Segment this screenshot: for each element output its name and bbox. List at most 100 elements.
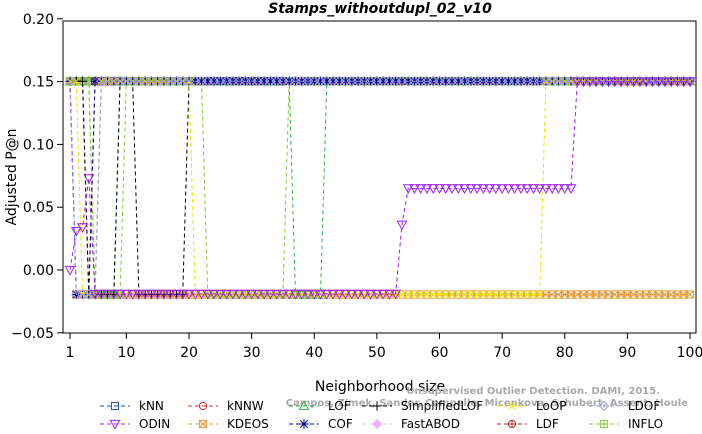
series-line-knnw	[70, 80, 690, 295]
point-odin	[358, 289, 370, 300]
y-tick-label: −0.05	[11, 326, 54, 342]
x-tick-label: 70	[493, 345, 511, 361]
point-odin	[571, 77, 583, 88]
point-odin	[183, 289, 195, 300]
point-odin	[621, 77, 633, 88]
point-odin	[189, 289, 201, 300]
legend-marker	[508, 402, 516, 410]
point-odin	[665, 77, 677, 88]
x-tick-label: 50	[368, 345, 386, 361]
point-odin	[264, 289, 276, 300]
point-odin	[377, 289, 389, 300]
point-odin	[521, 184, 533, 194]
legend-marker	[599, 419, 609, 429]
point-odin	[553, 184, 564, 194]
point-odin	[202, 289, 214, 300]
point-odin	[333, 289, 345, 300]
point-odin	[64, 265, 76, 276]
series-loop	[66, 77, 694, 299]
point-cof	[391, 76, 401, 86]
point-cof	[503, 76, 513, 86]
point-odin	[164, 289, 176, 300]
legend-item-fastabod: FastABOD	[362, 417, 460, 431]
x-tick-label: 100	[677, 345, 702, 361]
point-odin	[434, 184, 445, 194]
series-line-inflo	[70, 80, 690, 295]
point-odin	[446, 184, 458, 194]
point-cof	[447, 76, 457, 86]
point-cof	[441, 76, 451, 86]
svg-text:Campos, Zimek, Sander, Campell: Campos, Zimek, Sander, Campello, Micenko…	[286, 398, 688, 409]
point-cof	[272, 76, 282, 86]
point-odin	[534, 184, 546, 194]
point-odin	[296, 289, 308, 300]
x-tick-label: 90	[618, 345, 636, 361]
plot-frame	[62, 20, 697, 334]
point-cof	[384, 76, 394, 86]
point-odin	[477, 184, 489, 194]
point-cof	[378, 76, 388, 86]
svg-text:Unsupervised Outlier Detection: Unsupervised Outlier Detection. DAMI, 20…	[406, 386, 660, 397]
point-odin	[646, 77, 658, 88]
point-odin	[584, 77, 596, 88]
point-loop	[72, 77, 81, 86]
point-cof	[510, 76, 520, 86]
chart-title: Stamps_withoutdupl_02_v10	[268, 1, 492, 17]
point-odin	[628, 77, 640, 88]
point-loop	[485, 290, 494, 299]
legend-item-lof: LOF	[289, 399, 351, 413]
point-loop	[460, 290, 469, 299]
point-loop	[498, 290, 507, 299]
point-cof	[203, 76, 213, 86]
point-loop	[491, 290, 500, 299]
point-odin	[371, 289, 383, 300]
point-odin	[327, 289, 339, 300]
point-loop	[473, 290, 482, 299]
series-knnw	[65, 77, 695, 299]
series-line-cof	[69, 80, 690, 295]
point-odin	[315, 289, 326, 300]
legend-label: LOF	[328, 399, 351, 413]
point-odin	[459, 184, 470, 194]
point-loop	[429, 290, 438, 299]
point-odin	[321, 289, 333, 300]
x-tick-label: 80	[556, 345, 574, 361]
point-odin	[177, 289, 189, 300]
x-axis-label: Neighborhood size	[315, 379, 445, 395]
legend-item-knnw: kNNW	[188, 399, 264, 413]
legend-label: COF	[328, 417, 353, 431]
legend-marker	[298, 400, 310, 411]
legend-label: LoOP	[536, 399, 567, 413]
point-odin	[108, 289, 120, 300]
legend-item-ldf: LDF	[497, 417, 559, 431]
point-odin	[340, 289, 352, 300]
series-line-ldof	[69, 80, 690, 295]
point-odin	[465, 184, 477, 194]
point-odin	[540, 184, 552, 194]
point-cof	[322, 76, 332, 86]
legend-label: kNNW	[227, 399, 264, 413]
legend-marker	[371, 418, 383, 430]
series-line-simplifiedlof	[70, 80, 690, 295]
legend-item-odin: ODIN	[100, 417, 170, 431]
legend-label: INFLO	[628, 417, 663, 431]
x-tick-label: 60	[431, 345, 449, 361]
series-line-lof	[70, 80, 690, 295]
series-lof	[64, 75, 696, 299]
x-tick-label: 20	[180, 345, 198, 361]
legend-item-ldof: LDOF	[589, 399, 660, 413]
point-odin	[239, 289, 251, 300]
point-loop	[441, 290, 450, 299]
point-odin	[133, 289, 145, 300]
point-odin	[471, 184, 483, 194]
point-odin	[440, 184, 452, 194]
point-odin	[252, 289, 264, 300]
legend-marker	[198, 401, 208, 411]
point-odin	[127, 289, 139, 300]
point-loop	[423, 290, 431, 299]
point-odin	[684, 77, 696, 88]
point-odin	[427, 184, 439, 194]
point-kdeos	[685, 290, 695, 299]
point-loop	[523, 290, 532, 299]
